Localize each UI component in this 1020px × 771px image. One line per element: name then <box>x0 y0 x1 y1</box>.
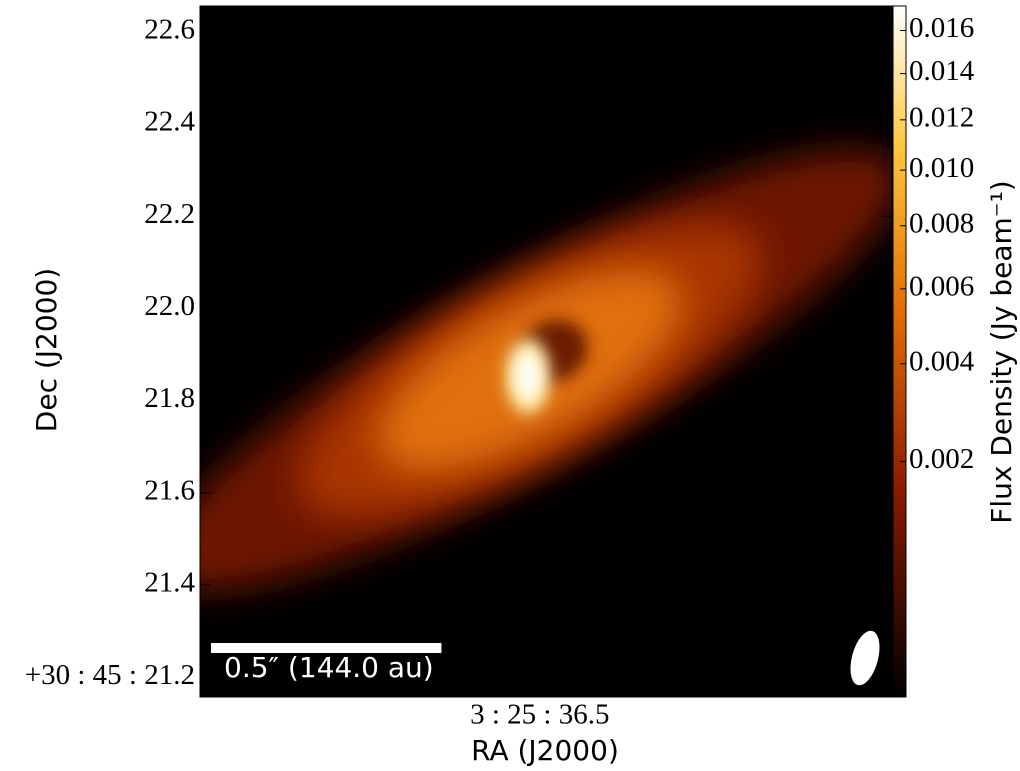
colorbar-tick-label: 0.014 <box>909 55 975 87</box>
y-tick-label: 22.6 <box>144 13 195 45</box>
colorbar-tick-label: 0.002 <box>909 443 974 475</box>
y-tick-label: 21.4 <box>144 567 195 599</box>
colorbar <box>892 5 907 698</box>
y-tick-label: 21.6 <box>144 474 195 506</box>
emission-map <box>200 150 892 590</box>
y-tick-label: 22.4 <box>144 106 195 138</box>
y-tick-label: 21.8 <box>144 382 195 414</box>
colorbar-tick-label: 0.010 <box>909 152 974 184</box>
plot-frame <box>199 5 893 698</box>
colorbar-tick-label: 0.016 <box>909 12 974 44</box>
core-peak <box>516 352 540 400</box>
beam <box>850 630 880 686</box>
y-tick-label: 22.2 <box>144 198 195 230</box>
y-tick-label: 22.0 <box>144 290 195 322</box>
y-tick-label: +30 : 45 : 21.2 <box>25 659 195 691</box>
y-axis-label: Dec (J2000) <box>30 268 63 432</box>
colorbar-tick-label: 0.006 <box>909 271 974 303</box>
x-axis-label: RA (J2000) <box>471 734 619 767</box>
scale-bar <box>211 643 442 653</box>
scale-bar-label: 0.5″ (144.0 au) <box>224 651 434 684</box>
colorbar-tick-label: 0.012 <box>909 101 974 133</box>
colorbar-label: Flux Density (Jy beam⁻¹) <box>985 180 1018 523</box>
colorbar-tick-label: 0.004 <box>909 345 975 377</box>
colorbar-tick-label: 0.008 <box>909 207 974 239</box>
x-tick-label: 3 : 25 : 36.5 <box>470 699 609 731</box>
